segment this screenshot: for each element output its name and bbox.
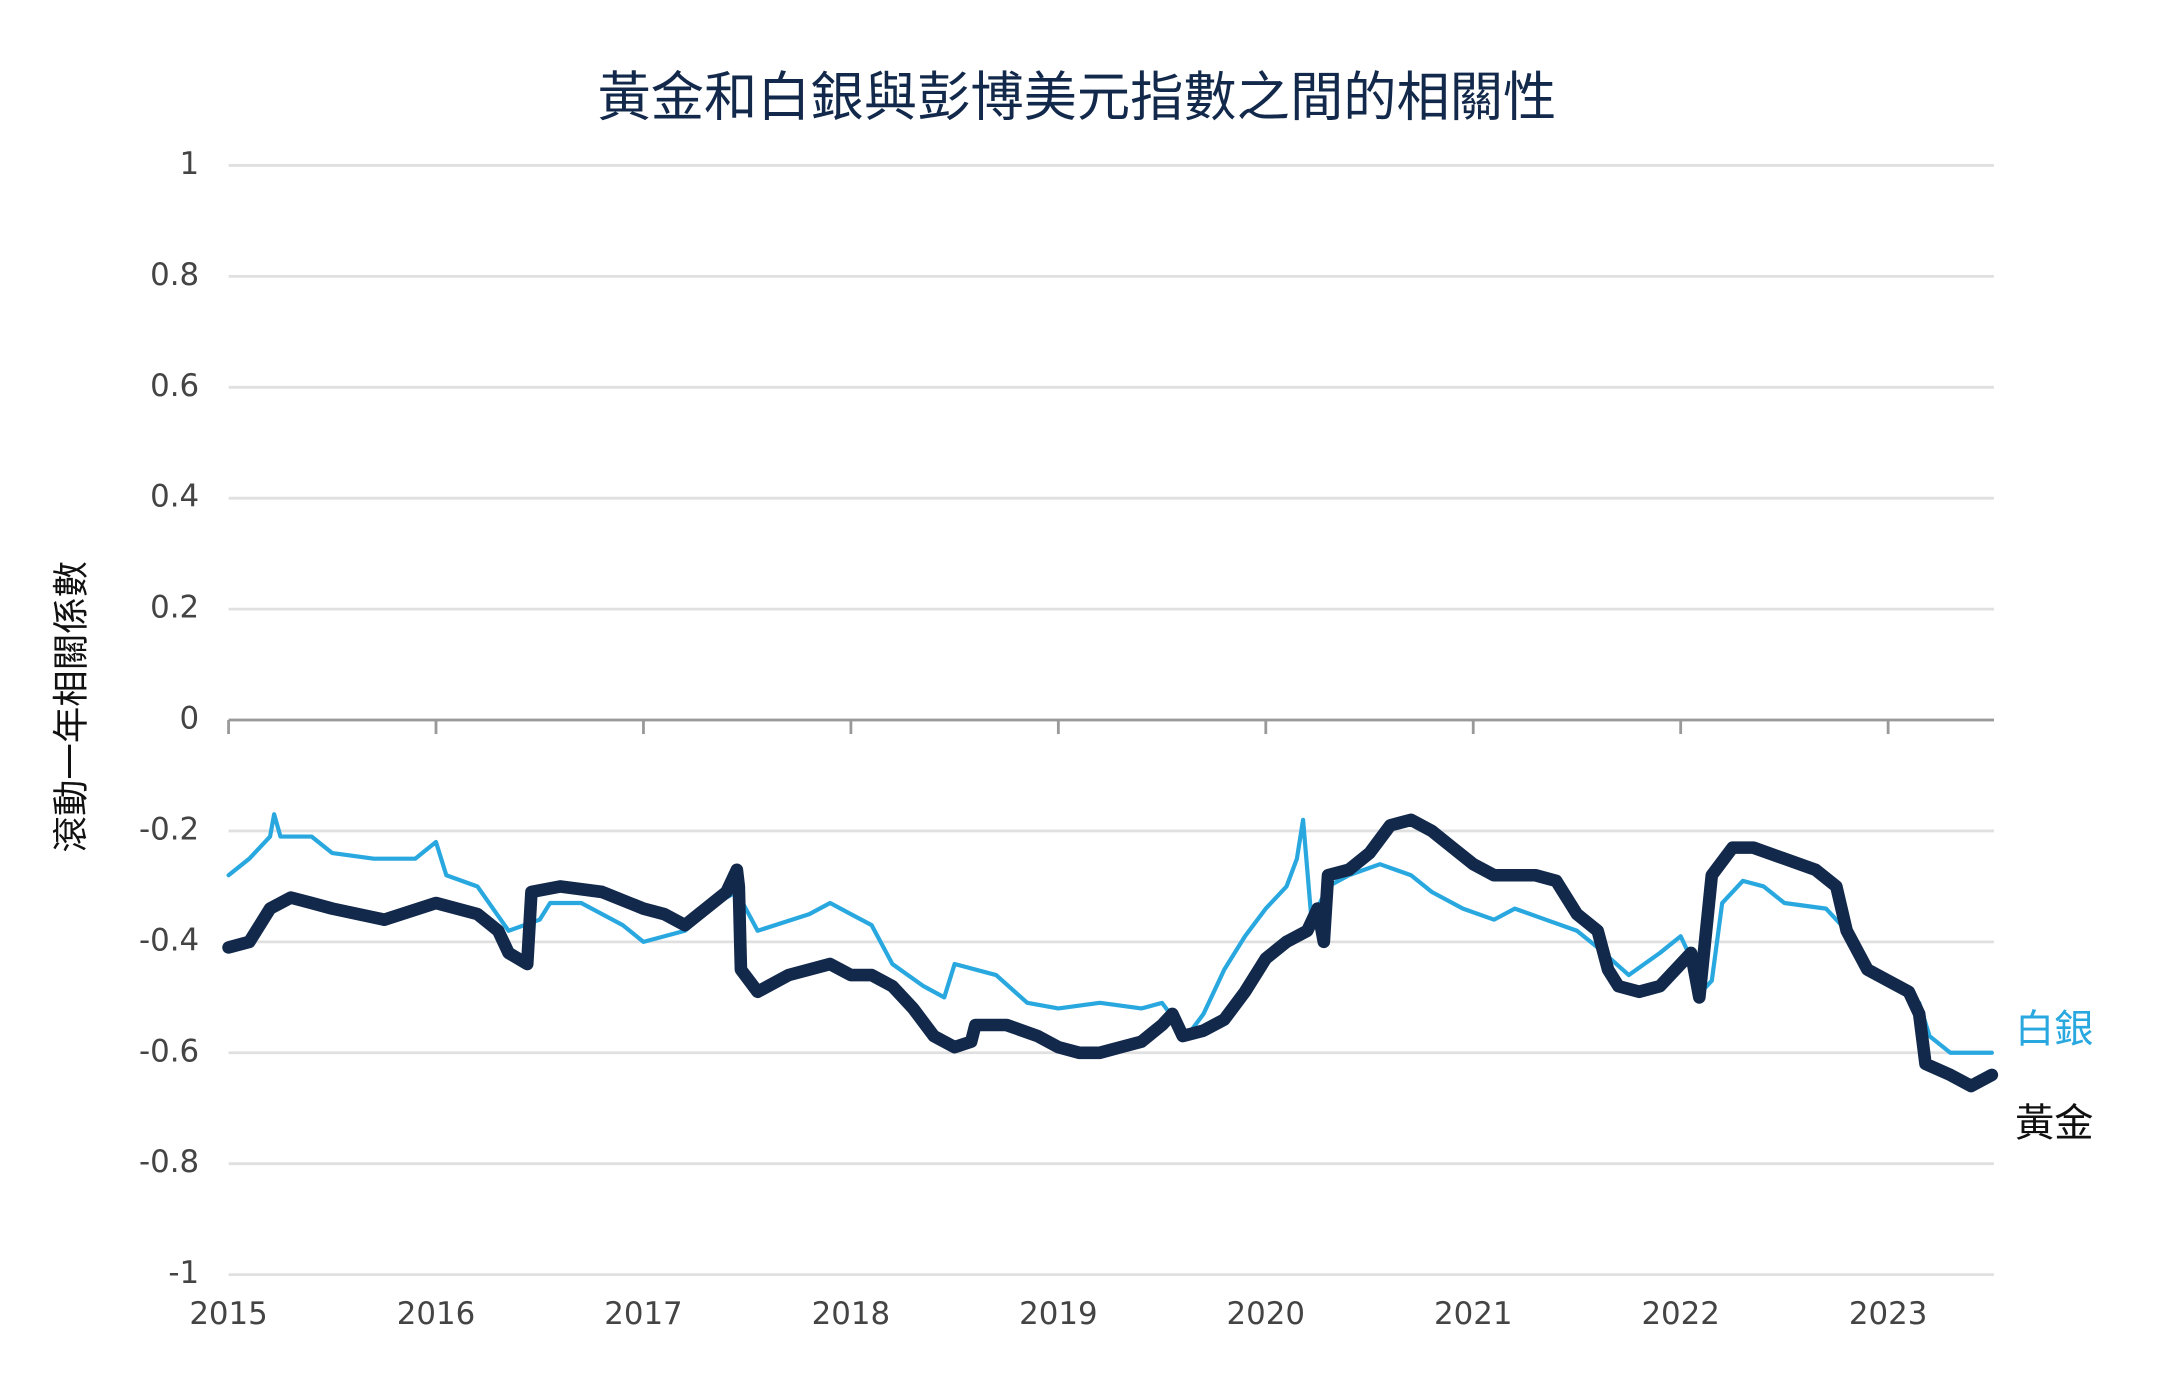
x-tick-label: 2021	[1434, 1296, 1512, 1332]
y-tick-label: -0.4	[139, 922, 199, 958]
series-label: 白銀	[2015, 1008, 2093, 1053]
x-tick-label: 2018	[812, 1296, 890, 1332]
y-tick-label: -0.2	[139, 811, 199, 847]
y-tick-label: -0.6	[139, 1033, 199, 1069]
y-tick-label: 0.4	[150, 479, 199, 515]
x-tick-label: 2020	[1227, 1296, 1305, 1332]
x-tick-label: 2016	[397, 1296, 475, 1332]
y-tick-label: 0.8	[150, 257, 199, 293]
x-tick-label: 2019	[1019, 1296, 1097, 1332]
y-tick-label: 1	[179, 146, 199, 182]
series-line	[222, 813, 1999, 1093]
x-tick-label: 2015	[189, 1296, 267, 1332]
y-tick-label: 0.6	[150, 368, 199, 404]
series-label: 黃金	[2015, 1101, 2093, 1146]
x-tick-label: 2017	[604, 1296, 682, 1332]
y-axis-label: 滾動一年相關係數	[49, 561, 92, 853]
x-tick-label: 2022	[1641, 1296, 1719, 1332]
y-tick-label: 0	[179, 701, 199, 737]
chart-title: 黃金和白銀與彭博美元指數之間的相關性	[598, 67, 1557, 129]
series-line	[226, 812, 1994, 1055]
y-tick-label: 0.2	[150, 590, 199, 626]
x-tick-label: 2023	[1849, 1296, 1927, 1332]
y-tick-label: -1	[168, 1255, 199, 1291]
y-tick-label: -0.8	[139, 1144, 199, 1180]
